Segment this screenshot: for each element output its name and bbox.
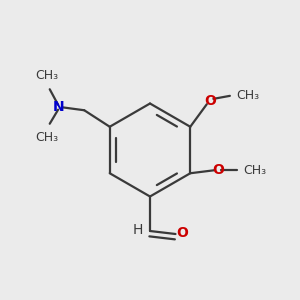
Text: CH₃: CH₃ [243,164,266,177]
Text: CH₃: CH₃ [35,69,58,82]
Text: CH₃: CH₃ [35,131,58,144]
Text: O: O [212,163,224,177]
Text: O: O [176,226,188,240]
Text: CH₃: CH₃ [236,89,259,102]
Text: N: N [52,100,64,114]
Text: O: O [204,94,216,108]
Text: H: H [133,223,143,236]
